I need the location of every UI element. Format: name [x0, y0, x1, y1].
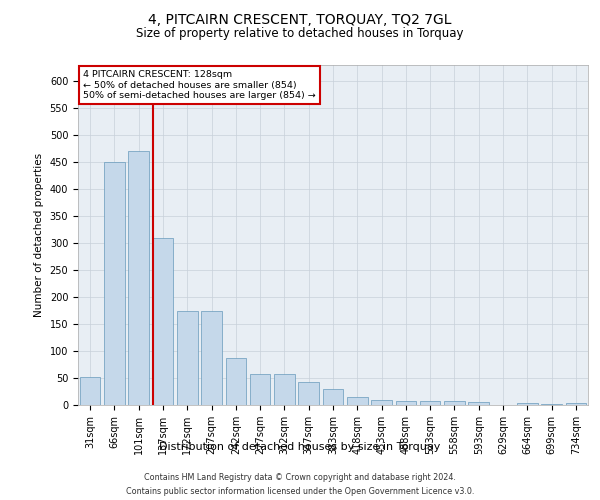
Text: Contains HM Land Registry data © Crown copyright and database right 2024.: Contains HM Land Registry data © Crown c…	[144, 472, 456, 482]
Bar	[566, 404, 586, 405]
Bar	[469, 402, 489, 405]
Bar	[250, 374, 271, 405]
Bar	[177, 310, 197, 405]
Bar	[274, 374, 295, 405]
Bar	[541, 404, 562, 405]
Bar	[347, 397, 368, 405]
Bar	[201, 310, 222, 405]
Bar	[371, 400, 392, 405]
Bar	[298, 382, 319, 405]
Bar	[395, 400, 416, 405]
Bar	[517, 404, 538, 405]
Bar	[444, 401, 465, 405]
Bar	[152, 238, 173, 405]
Text: 4 PITCAIRN CRESCENT: 128sqm
← 50% of detached houses are smaller (854)
50% of se: 4 PITCAIRN CRESCENT: 128sqm ← 50% of det…	[83, 70, 316, 100]
Bar	[420, 400, 440, 405]
Bar	[323, 389, 343, 405]
Bar	[226, 358, 246, 405]
Text: Distribution of detached houses by size in Torquay: Distribution of detached houses by size …	[160, 442, 440, 452]
Bar	[104, 162, 125, 405]
Text: Contains public sector information licensed under the Open Government Licence v3: Contains public sector information licen…	[126, 488, 474, 496]
Bar	[128, 152, 149, 405]
Text: Size of property relative to detached houses in Torquay: Size of property relative to detached ho…	[136, 28, 464, 40]
Y-axis label: Number of detached properties: Number of detached properties	[34, 153, 44, 317]
Bar	[80, 377, 100, 405]
Text: 4, PITCAIRN CRESCENT, TORQUAY, TQ2 7GL: 4, PITCAIRN CRESCENT, TORQUAY, TQ2 7GL	[148, 12, 452, 26]
